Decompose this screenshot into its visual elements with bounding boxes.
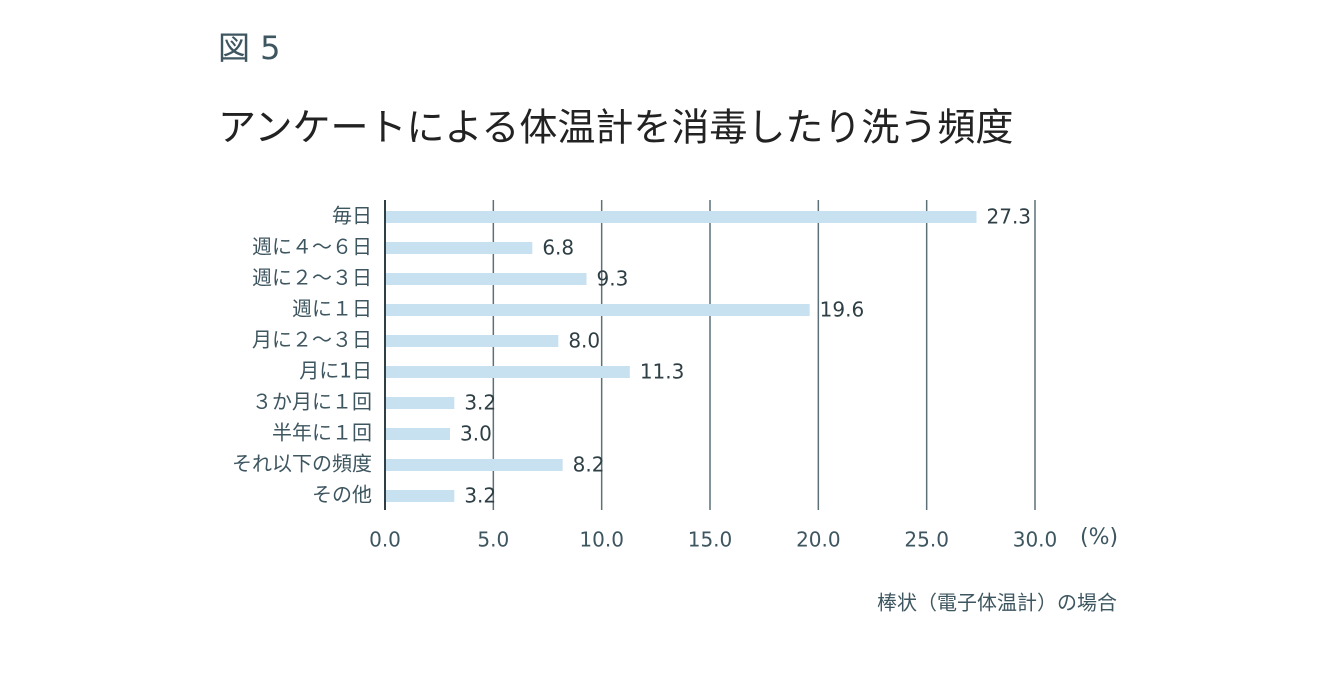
bar [385, 366, 630, 378]
value-label: 8.2 [573, 453, 605, 477]
y-tick-label: その他 [312, 483, 372, 507]
bar [385, 242, 533, 254]
value-label: 9.3 [597, 267, 629, 291]
x-tick-label: 10.0 [579, 528, 624, 552]
y-tick-label: 月に２～３日 [252, 328, 372, 352]
bar [385, 211, 977, 223]
x-unit: (%) [1080, 525, 1118, 550]
value-label: 19.6 [820, 298, 865, 322]
value-label: 3.2 [464, 484, 496, 508]
bar [385, 459, 563, 471]
value-label: 11.3 [640, 360, 685, 384]
bar [385, 304, 810, 316]
y-tick-label: 週に２～３日 [252, 266, 372, 290]
y-tick-label: 月に1日 [299, 359, 372, 383]
y-tick-label: 毎日 [332, 204, 372, 228]
value-label: 6.8 [542, 236, 574, 260]
y-tick-label: 週に４～６日 [252, 235, 372, 259]
x-tick-label: 0.0 [369, 528, 401, 552]
note: 棒状（電子体温計）の場合 [877, 591, 1117, 615]
value-label: 3.2 [464, 391, 496, 415]
figure-label: 図 5 [218, 29, 281, 67]
value-label: 8.0 [568, 329, 600, 353]
bar [385, 490, 455, 502]
y-tick-label: ３か月に１回 [252, 390, 372, 414]
bar [385, 397, 455, 409]
x-tick-label: 5.0 [477, 528, 509, 552]
x-tick-label: 15.0 [688, 528, 733, 552]
value-label: 3.0 [460, 422, 492, 446]
chart-title: アンケートによる体温計を消毒したり洗う頻度 [218, 106, 1013, 150]
bar [385, 335, 559, 347]
bar [385, 428, 450, 440]
x-tick-label: 25.0 [904, 528, 949, 552]
value-label: 27.3 [987, 205, 1032, 229]
y-tick-label: それ以下の頻度 [232, 452, 372, 476]
x-tick-label: 30.0 [1013, 528, 1058, 552]
y-tick-label: 半年に１回 [272, 421, 372, 445]
bar [385, 273, 587, 285]
x-tick-label: 20.0 [796, 528, 841, 552]
y-tick-label: 週に１日 [292, 297, 372, 321]
